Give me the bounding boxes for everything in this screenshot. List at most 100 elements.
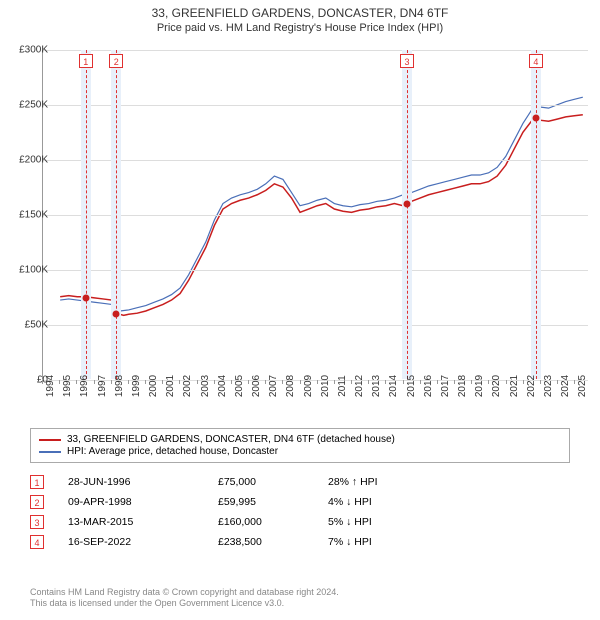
x-axis-label: 1998 (114, 375, 125, 397)
x-axis-label: 2013 (371, 375, 382, 397)
sale-number-box: 2 (30, 495, 44, 509)
x-tick (248, 380, 249, 384)
x-axis-label: 2021 (509, 375, 520, 397)
sale-hpi-diff: 7% ↓ HPI (328, 536, 570, 548)
y-axis-label: £50K (8, 320, 48, 331)
x-axis-label: 2004 (217, 375, 228, 397)
x-tick (574, 380, 575, 384)
gridline-h (43, 325, 588, 326)
x-tick (300, 380, 301, 384)
x-axis-label: 2017 (440, 375, 451, 397)
x-axis-label: 2024 (560, 375, 571, 397)
marker-dashed-line (86, 50, 87, 379)
x-axis-label: 2006 (251, 375, 262, 397)
sale-number-box: 1 (30, 475, 44, 489)
sale-price: £238,500 (218, 536, 328, 548)
x-tick (162, 380, 163, 384)
marker-dot (82, 294, 89, 301)
footer-line2: This data is licensed under the Open Gov… (30, 598, 570, 610)
x-tick (471, 380, 472, 384)
x-tick (265, 380, 266, 384)
x-axis-label: 2007 (268, 375, 279, 397)
marker-dot (113, 311, 120, 318)
chart-plot-area: 1234 (42, 50, 588, 380)
x-tick (231, 380, 232, 384)
x-tick (94, 380, 95, 384)
x-axis-label: 2020 (491, 375, 502, 397)
x-tick (506, 380, 507, 384)
gridline-h (43, 160, 588, 161)
sale-date: 09-APR-1998 (68, 496, 218, 508)
marker-dashed-line (407, 50, 408, 379)
x-axis-label: 2003 (200, 375, 211, 397)
sale-price: £75,000 (218, 476, 328, 488)
x-axis-label: 2018 (457, 375, 468, 397)
marker-dot (404, 201, 411, 208)
x-axis-label: 2022 (526, 375, 537, 397)
x-axis-label: 2001 (165, 375, 176, 397)
x-axis-label: 2014 (388, 375, 399, 397)
x-axis-label: 2023 (543, 375, 554, 397)
legend-swatch-property (39, 439, 61, 441)
x-tick (317, 380, 318, 384)
gridline-h (43, 50, 588, 51)
x-tick (523, 380, 524, 384)
legend-label-hpi: HPI: Average price, detached house, Donc… (67, 446, 278, 457)
marker-dot (532, 114, 539, 121)
x-axis-label: 2019 (474, 375, 485, 397)
x-tick (145, 380, 146, 384)
y-axis-label: £250K (8, 100, 48, 111)
sale-date: 13-MAR-2015 (68, 516, 218, 528)
sale-hpi-diff: 28% ↑ HPI (328, 476, 570, 488)
y-axis-label: £200K (8, 155, 48, 166)
footer-line1: Contains HM Land Registry data © Crown c… (30, 587, 570, 599)
marker-dashed-line (536, 50, 537, 379)
x-axis-label: 2016 (423, 375, 434, 397)
sale-row: 416-SEP-2022£238,5007% ↓ HPI (30, 532, 570, 552)
gridline-h (43, 270, 588, 271)
x-tick (42, 380, 43, 384)
gridline-h (43, 105, 588, 106)
legend-row-hpi: HPI: Average price, detached house, Donc… (39, 446, 561, 457)
sale-price: £59,995 (218, 496, 328, 508)
x-tick (454, 380, 455, 384)
x-tick (76, 380, 77, 384)
x-axis-label: 1999 (131, 375, 142, 397)
x-axis-label: 2010 (320, 375, 331, 397)
y-axis-label: £150K (8, 210, 48, 221)
x-tick (351, 380, 352, 384)
x-axis-label: 2012 (354, 375, 365, 397)
x-tick (111, 380, 112, 384)
x-axis-label: 2000 (148, 375, 159, 397)
gridline-h (43, 215, 588, 216)
x-axis-label: 2009 (303, 375, 314, 397)
footer-attribution: Contains HM Land Registry data © Crown c… (30, 587, 570, 610)
y-axis-label: £300K (8, 45, 48, 56)
sale-number-box: 4 (30, 535, 44, 549)
legend-swatch-hpi (39, 451, 61, 453)
x-axis-label: 2011 (337, 375, 348, 397)
x-tick (403, 380, 404, 384)
legend-label-property: 33, GREENFIELD GARDENS, DONCASTER, DN4 6… (67, 434, 395, 445)
x-axis-label: 1996 (79, 375, 90, 397)
y-axis-label: £100K (8, 265, 48, 276)
marker-number-box: 1 (79, 54, 93, 68)
sales-table: 128-JUN-1996£75,00028% ↑ HPI 2 09-APR-1998… (30, 472, 570, 552)
chart-subtitle: Price paid vs. HM Land Registry's House … (0, 20, 600, 34)
sale-row: 128-JUN-1996£75,00028% ↑ HPI (30, 472, 570, 492)
marker-number-box: 3 (400, 54, 414, 68)
x-axis-label: 2025 (577, 375, 588, 397)
sale-row: 209-APR-1998£59,9954% ↓ HPI (30, 492, 570, 512)
x-axis-label: 2015 (406, 375, 417, 397)
x-tick (179, 380, 180, 384)
legend-row-property: 33, GREENFIELD GARDENS, DONCASTER, DN4 6… (39, 434, 561, 445)
marker-number-box: 4 (529, 54, 543, 68)
x-tick (334, 380, 335, 384)
x-tick (437, 380, 438, 384)
x-axis-label: 2005 (234, 375, 245, 397)
x-tick (488, 380, 489, 384)
x-tick (420, 380, 421, 384)
sale-hpi-diff: 5% ↓ HPI (328, 516, 570, 528)
sale-number-box: 3 (30, 515, 44, 529)
x-tick (214, 380, 215, 384)
